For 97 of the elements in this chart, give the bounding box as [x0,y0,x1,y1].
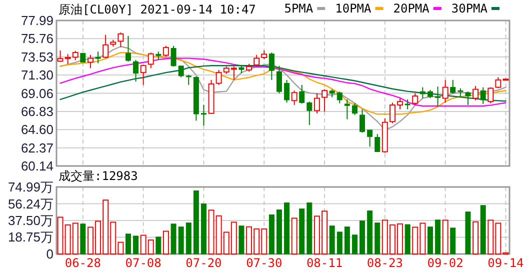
bar [344,226,350,254]
bar [200,204,206,254]
candlestick [186,74,192,86]
candlestick [367,129,373,148]
y-tick-label: 66.83 [20,104,54,119]
y-tick-label: 75.76 [20,31,54,46]
bar [291,218,298,254]
bar [329,226,335,254]
candlestick [87,54,94,69]
bar [276,210,282,254]
bar [374,222,380,254]
x-tick-label: 07-20 [186,256,222,270]
bar [162,230,169,254]
bar [360,220,366,254]
bar [480,205,486,254]
bar [238,226,244,254]
chart-title: 成交量:12983 [58,169,138,183]
bar [472,221,479,254]
candlestick [299,84,305,104]
candlestick [276,65,282,94]
y-tick-label: 60.14 [20,158,54,174]
x-tick-label: 08-11 [306,256,343,270]
bar [193,190,199,254]
y-tick-label: 69.06 [20,86,54,101]
candlestick [344,98,350,120]
bar [404,224,410,254]
x-tick-label: 06-28 [64,256,101,270]
bar [178,226,184,254]
y-tick-label: 18.75万 [8,230,54,245]
bar [170,224,176,254]
y-tick-label: 62.37 [20,140,54,156]
bar [80,224,86,254]
candlestick [140,64,146,86]
candlestick [472,85,479,101]
x-tick-label: 08-23 [366,256,403,270]
x-tick-label: 07-08 [125,256,162,270]
bar [336,232,342,254]
candlestick [412,92,418,106]
bar [299,208,305,254]
bar [450,228,456,254]
candlestick [125,35,131,62]
candlestick [360,108,366,134]
y-tick-label: 37.50万 [8,212,54,228]
candlestick [148,52,154,69]
candlestick [178,65,184,78]
bar [133,236,139,254]
bar [268,214,274,254]
candlestick [133,59,139,82]
candlestick [404,98,410,110]
bar [435,220,441,254]
candlestick [162,45,169,58]
candlestick [306,101,312,126]
candlestick [102,34,109,59]
candlestick [374,134,380,152]
bar [306,202,312,254]
y-tick-label: 71.30 [20,68,54,83]
bar [427,226,433,254]
candlestick [200,104,206,126]
candlestick [322,88,328,112]
line-series [60,46,506,131]
y-tick-label: 74.99万 [8,180,54,194]
candlestick [118,32,124,48]
legend-label: 10PMA [335,2,372,16]
legend-label: 5PMA [284,2,314,16]
y-tick-label: 0 [46,246,54,262]
bar [284,202,290,254]
bar [352,234,358,254]
bar [125,234,131,254]
x-tick-label: 09-02 [427,256,464,270]
candlestick [268,52,274,80]
candlestick [170,45,176,68]
candlestick [420,86,426,99]
bar [186,222,192,254]
bar [442,220,448,254]
legend-label: 20PMA [393,2,430,16]
candlestick [284,79,290,104]
chart-title: 原油[CL00Y] 2021-09-14 10:47 [58,2,256,16]
bar [367,210,373,254]
y-tick-label: 56.24万 [8,196,54,212]
candlestick [450,79,456,94]
bar [156,236,162,254]
bar [465,212,471,254]
candlestick [314,92,320,114]
candlestick [95,51,101,64]
y-tick-label: 73.53 [20,49,54,64]
candlestick [480,86,486,104]
x-tick-label: 09-14 [488,256,524,270]
candlestick [336,91,342,104]
y-tick-label: 77.99 [20,13,54,28]
candlestick [465,91,471,106]
candlestick [352,102,358,116]
candlestick [442,79,448,104]
candlestick [435,86,441,108]
y-tick-label: 64.60 [20,122,54,138]
legend-label: 30PMA [451,2,488,16]
candlestick [291,90,298,106]
x-tick-label: 07-30 [246,256,282,270]
